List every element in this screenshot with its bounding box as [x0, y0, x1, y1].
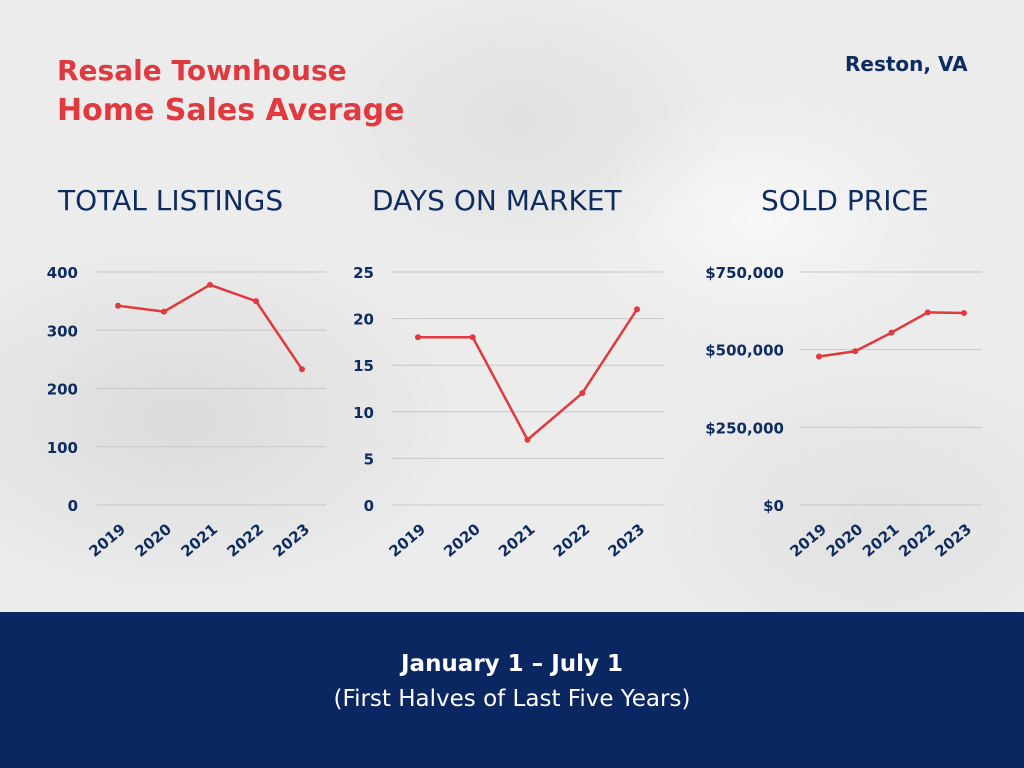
days-on-market-data-point — [415, 334, 421, 341]
sold-price-xtick-label: 2020 — [823, 520, 867, 561]
total-listings-ytick-label: 200 — [47, 381, 78, 399]
days-on-market-data-point — [579, 390, 586, 397]
sold-price-xtick-label: 2022 — [895, 520, 939, 561]
days-on-market-ytick-label: 10 — [353, 404, 374, 422]
sold-price-xtick-label: 2019 — [786, 520, 830, 561]
sold-price-data-point — [852, 348, 859, 355]
total-listings-xtick-label: 2023 — [269, 520, 313, 561]
sold-price-xtick-label: 2023 — [931, 520, 975, 561]
days-on-market-xtick-label: 2021 — [495, 520, 539, 561]
sold-price-ytick-label: $250,000 — [705, 419, 784, 437]
chart-title-days-on-market: DAYS ON MARKET — [372, 184, 622, 217]
total-listings-data-point — [161, 308, 167, 315]
days-on-market-ytick-label: 25 — [353, 264, 374, 282]
total-listings-data-point — [207, 281, 213, 288]
sold-price-data-point — [888, 329, 895, 336]
days-on-market-data-point — [469, 334, 476, 341]
total-listings-data-point — [115, 302, 121, 309]
total-listings-ytick-label: 400 — [47, 264, 78, 282]
total-listings-ytick-label: 300 — [47, 322, 78, 340]
total-listings-data-point — [299, 366, 305, 373]
total-listings-xtick-label: 2019 — [85, 520, 129, 561]
total-listings-ytick-label: 100 — [47, 439, 78, 457]
days-on-market-ytick-label: 15 — [353, 357, 374, 375]
sold-price-ytick-label: $750,000 — [705, 264, 784, 282]
sold-price-data-point — [816, 353, 822, 360]
footer-note: (First Halves of Last Five Years) — [333, 686, 691, 712]
page-title: Resale Townhouse — [57, 54, 347, 87]
total-listings-xtick-label: 2021 — [177, 520, 221, 561]
days-on-market-data-point — [634, 306, 640, 313]
location-label: Reston, VA — [845, 52, 968, 76]
days-on-market-data-point — [524, 436, 531, 443]
total-listings-xtick-label: 2020 — [131, 520, 175, 561]
total-listings-ytick-label: 0 — [68, 497, 78, 515]
days-on-market-ytick-label: 0 — [364, 497, 374, 515]
footer-banner — [0, 612, 1024, 768]
footer-date-range: January 1 – July 1 — [400, 651, 624, 677]
days-on-market-xtick-label: 2022 — [550, 520, 594, 561]
page-subtitle: Home Sales Average — [57, 93, 405, 128]
sold-price-data-point — [961, 310, 967, 317]
chart-title-sold-price: SOLD PRICE — [761, 184, 929, 217]
days-on-market-xtick-label: 2019 — [385, 520, 429, 561]
days-on-market-ytick-label: 20 — [353, 311, 374, 329]
sold-price-ytick-label: $500,000 — [705, 342, 784, 360]
sold-price-ytick-label: $0 — [763, 497, 784, 515]
total-listings-xtick-label: 2022 — [223, 520, 267, 561]
total-listings-series-line — [117, 283, 304, 370]
days-on-market-series-line — [418, 308, 639, 442]
chart-title-total-listings: TOTAL LISTINGS — [58, 184, 284, 217]
sold-price-xtick-label: 2021 — [859, 520, 903, 561]
days-on-market-ytick-label: 5 — [364, 450, 374, 468]
days-on-market-xtick-label: 2023 — [604, 520, 648, 561]
total-listings-data-point — [253, 298, 259, 305]
days-on-market-xtick-label: 2020 — [440, 520, 484, 561]
sold-price-data-point — [924, 309, 931, 316]
background-texture — [0, 0, 1024, 612]
